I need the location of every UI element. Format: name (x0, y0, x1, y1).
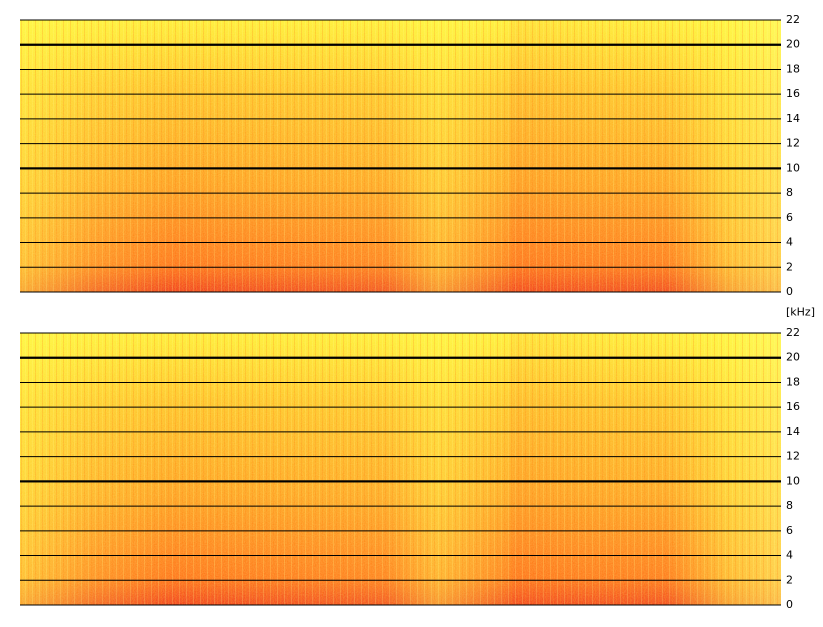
y-tick-label: 0 (786, 598, 793, 611)
y-unit-label: [kHz] (786, 306, 815, 319)
y-tick-label: 14 (786, 425, 800, 438)
y-tick-label: 4 (786, 549, 793, 562)
y-tick-label: 2 (786, 573, 793, 586)
y-tick-label: 6 (786, 524, 793, 537)
y-tick-label: 4 (786, 236, 793, 249)
y-tick-label: 6 (786, 211, 793, 224)
y-tick-label: 22 (786, 13, 800, 26)
y-tick-label: 18 (786, 62, 800, 75)
y-tick-label: 20 (786, 38, 800, 51)
spectrogram-image (20, 20, 781, 292)
y-tick-label: 18 (786, 375, 800, 388)
y-tick-label: 20 (786, 351, 800, 364)
y-tick-label: 16 (786, 87, 800, 100)
y-tick-label: 14 (786, 112, 800, 125)
y-tick-label: 22 (786, 326, 800, 339)
y-tick-label: 10 (786, 474, 800, 487)
y-tick-label: 8 (786, 186, 793, 199)
y-tick-label: 8 (786, 499, 793, 512)
y-tick-label: 2 (786, 260, 793, 273)
y-tick-label: 0 (786, 285, 793, 298)
y-tick-label: 16 (786, 400, 800, 413)
y-tick-label: 10 (786, 161, 800, 174)
y-tick-label: 12 (786, 137, 800, 150)
spectrogram-image (20, 333, 781, 605)
y-tick-label: 12 (786, 450, 800, 463)
